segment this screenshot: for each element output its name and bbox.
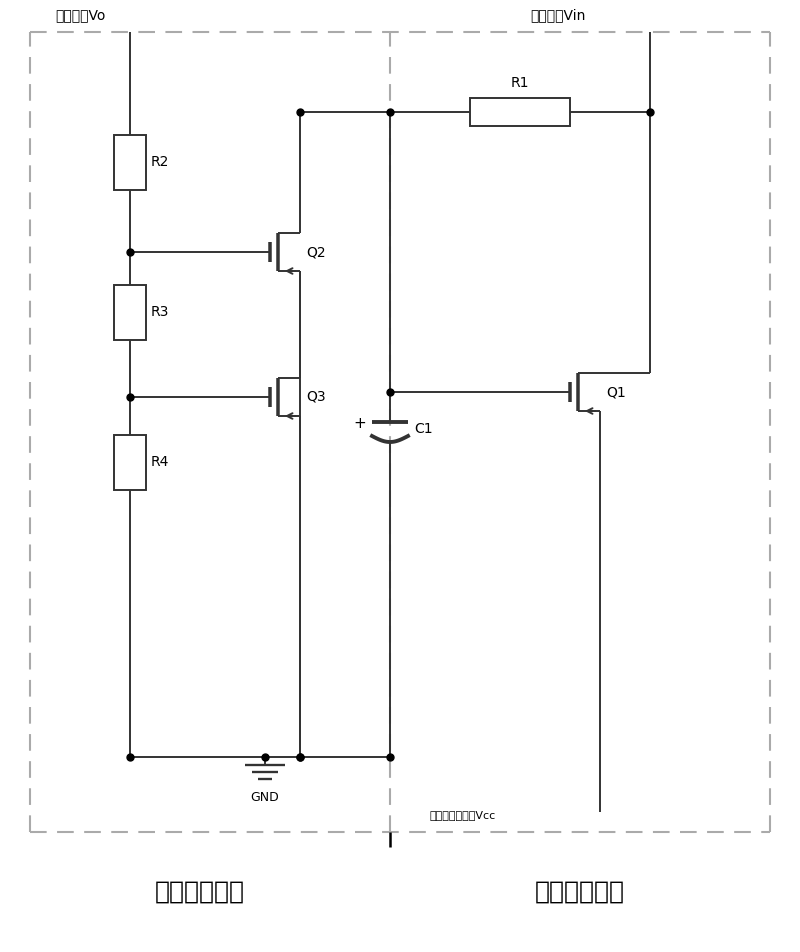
- Bar: [114, 434, 146, 489]
- Text: Q1: Q1: [606, 385, 626, 399]
- Text: 输入电压Vin: 输入电压Vin: [530, 8, 586, 22]
- Text: 采样控制模块: 采样控制模块: [155, 880, 245, 904]
- Text: C1: C1: [414, 422, 433, 436]
- Text: 驱动电路输入端Vcc: 驱动电路输入端Vcc: [430, 810, 496, 820]
- Bar: [470, 98, 570, 126]
- Text: R4: R4: [151, 455, 170, 469]
- Text: R2: R2: [151, 155, 170, 169]
- Text: Q3: Q3: [306, 390, 326, 404]
- Text: 延时开关模块: 延时开关模块: [535, 880, 625, 904]
- Text: R1: R1: [510, 76, 530, 90]
- Text: 输出电压Vo: 输出电压Vo: [55, 8, 106, 22]
- Bar: [114, 134, 146, 189]
- Text: R3: R3: [151, 305, 170, 319]
- Text: GND: GND: [250, 791, 279, 804]
- Bar: [114, 285, 146, 340]
- Text: +: +: [354, 417, 366, 431]
- Text: Q2: Q2: [306, 245, 326, 259]
